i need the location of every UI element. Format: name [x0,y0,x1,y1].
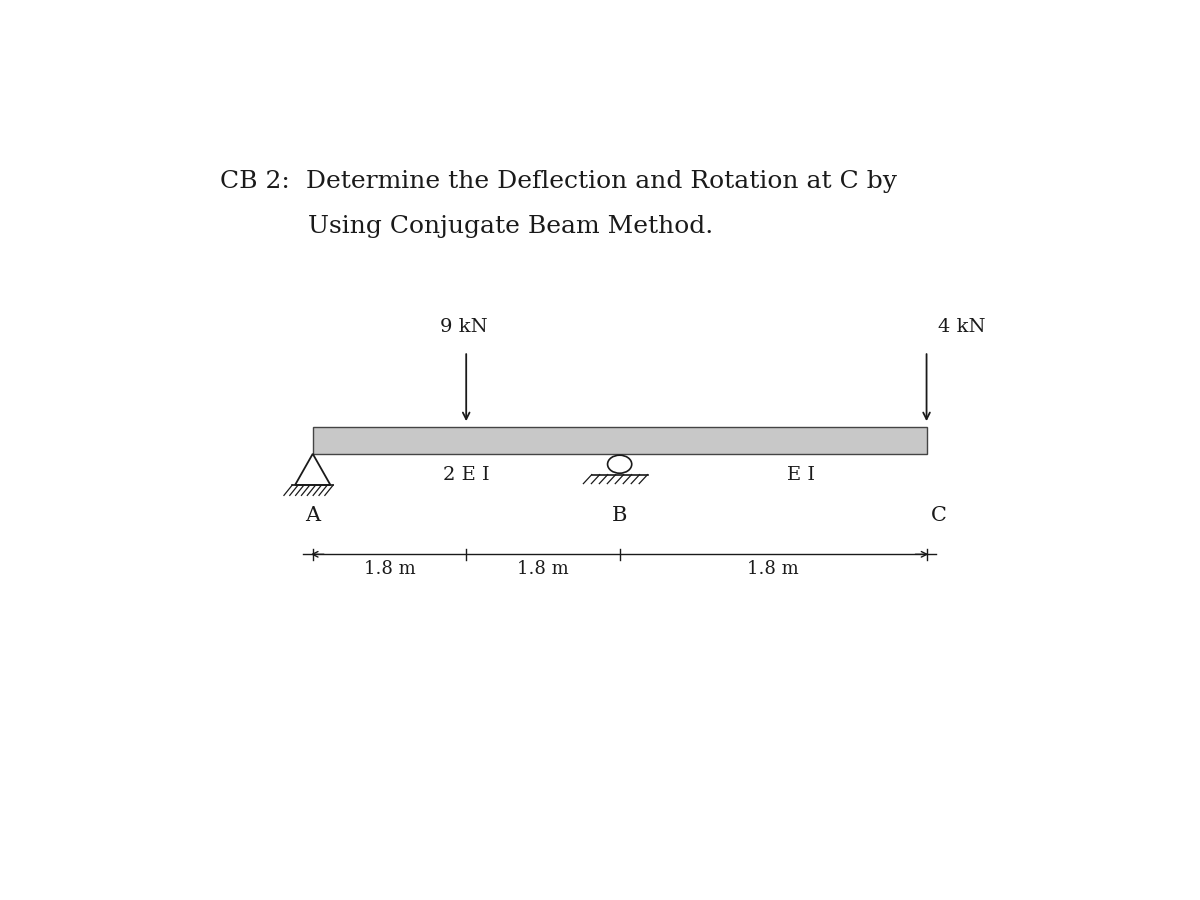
Text: 1.8 m: 1.8 m [517,560,569,578]
Text: 4 kN: 4 kN [937,318,985,336]
Text: 1.8 m: 1.8 m [364,560,415,578]
Text: 9 kN: 9 kN [440,318,487,336]
Bar [313,428,926,454]
Text: A: A [305,506,320,525]
Text: C: C [931,506,947,525]
Text: CB 2:  Determine the Deflection and Rotation at C by: CB 2: Determine the Deflection and Rotat… [220,170,896,194]
Text: 1.8 m: 1.8 m [748,560,799,578]
Text: 2 E I: 2 E I [443,466,490,484]
Text: B: B [612,506,628,525]
Circle shape [607,455,631,473]
Polygon shape [295,454,330,485]
Text: E I: E I [787,466,815,484]
Text: Using Conjugate Beam Method.: Using Conjugate Beam Method. [308,215,713,238]
